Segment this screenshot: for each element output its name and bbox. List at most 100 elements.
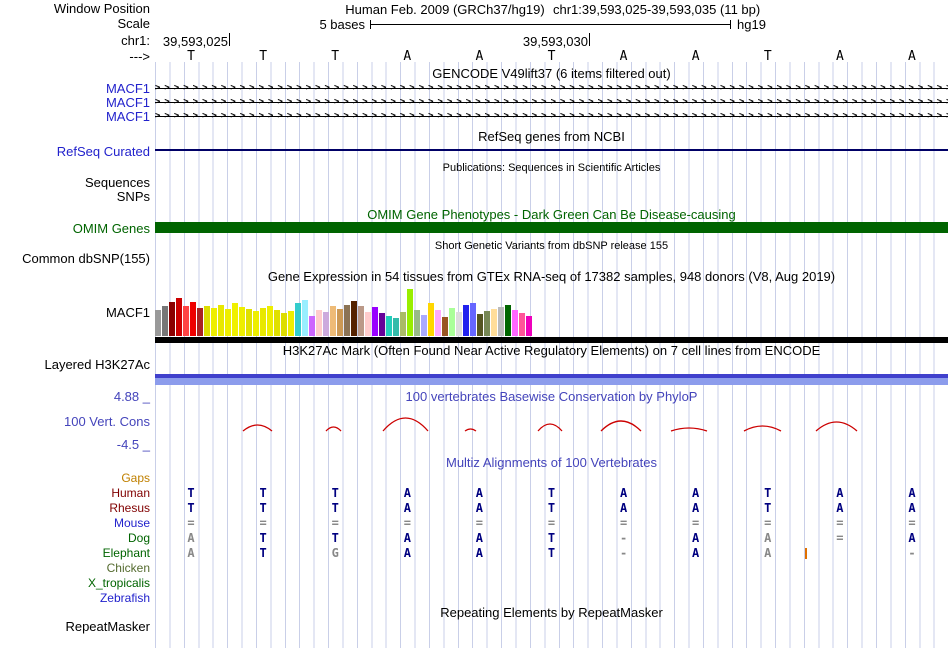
gtex-gene-model-bar[interactable] bbox=[155, 337, 948, 343]
gtex-tissue-bar[interactable] bbox=[218, 305, 224, 336]
species-label-chicken[interactable]: Chicken bbox=[106, 561, 150, 575]
gtex-tissue-bar[interactable] bbox=[197, 308, 203, 336]
gtex-tissue-bar[interactable] bbox=[400, 312, 406, 336]
track-label-h3k27ac[interactable]: Layered H3K27Ac bbox=[44, 357, 150, 372]
track-title-multiz[interactable]: Multiz Alignments of 100 Vertebrates bbox=[445, 455, 657, 470]
species-label-dog[interactable]: Dog bbox=[127, 531, 150, 545]
track-title-omim[interactable]: OMIM Gene Phenotypes - Dark Green Can Be… bbox=[367, 207, 736, 222]
gtex-tissue-bar[interactable] bbox=[519, 313, 525, 336]
gtex-tissue-bar[interactable] bbox=[288, 311, 294, 336]
gene-intron-arrows[interactable]: >>>>>>>>>>>>>>>>>>>>>>>>>>>>>>>>>>>>>>>>… bbox=[155, 96, 948, 109]
gtex-tissue-bar[interactable] bbox=[351, 301, 357, 336]
gtex-tissue-bar[interactable] bbox=[190, 302, 196, 336]
gtex-tissue-bar[interactable] bbox=[512, 310, 518, 336]
gtex-tissue-bar[interactable] bbox=[225, 309, 231, 336]
track-title-repeatmasker[interactable]: Repeating Elements by RepeatMasker bbox=[440, 605, 663, 620]
gtex-tissue-bar[interactable] bbox=[526, 316, 532, 336]
gtex-tissue-bar[interactable] bbox=[302, 300, 308, 336]
gtex-tissue-bar[interactable] bbox=[428, 303, 434, 336]
gene-label-macf1[interactable]: MACF1 bbox=[105, 95, 150, 110]
gtex-tissue-bar[interactable] bbox=[176, 298, 182, 336]
gtex-tissue-bar[interactable] bbox=[246, 309, 252, 336]
track-label-dbsnp[interactable]: Common dbSNP(155) bbox=[22, 251, 150, 266]
track-title-phylop[interactable]: 100 vertebrates Basewise Conservation by… bbox=[405, 389, 698, 404]
gtex-tissue-bar[interactable] bbox=[498, 307, 504, 336]
reference-base: A bbox=[835, 49, 844, 64]
gtex-tissue-bar[interactable] bbox=[204, 306, 210, 336]
gtex-tissue-bar[interactable] bbox=[260, 308, 266, 336]
gtex-tissue-bar[interactable] bbox=[155, 310, 161, 336]
track-label-refseq-curated[interactable]: RefSeq Curated bbox=[56, 144, 150, 159]
species-label-x_tropicalis[interactable]: X_tropicalis bbox=[87, 576, 150, 590]
gtex-tissue-bar[interactable] bbox=[505, 305, 511, 336]
aligned-base: A bbox=[475, 546, 484, 560]
gtex-tissue-bar[interactable] bbox=[267, 306, 273, 336]
gtex-tissue-bar[interactable] bbox=[281, 313, 287, 336]
species-label-elephant[interactable]: Elephant bbox=[102, 546, 150, 560]
gtex-tissue-bar[interactable] bbox=[358, 306, 364, 336]
gene-label-macf1[interactable]: MACF1 bbox=[105, 81, 150, 96]
gtex-tissue-bar[interactable] bbox=[386, 316, 392, 336]
gtex-tissue-bar[interactable] bbox=[232, 303, 238, 336]
track-title-dbsnp[interactable]: Short Genetic Variants from dbSNP releas… bbox=[434, 240, 669, 252]
gtex-tissue-bar[interactable] bbox=[330, 306, 336, 336]
gtex-tissue-bar[interactable] bbox=[421, 315, 427, 336]
gtex-tissue-bar[interactable] bbox=[449, 308, 455, 336]
gtex-tissue-bar[interactable] bbox=[323, 312, 329, 336]
track-title-h3k27ac[interactable]: H3K27Ac Mark (Often Found Near Active Re… bbox=[282, 343, 821, 358]
gtex-tissue-bar[interactable] bbox=[365, 312, 371, 336]
gene-intron-arrows[interactable]: >>>>>>>>>>>>>>>>>>>>>>>>>>>>>>>>>>>>>>>>… bbox=[155, 110, 948, 123]
gtex-tissue-bar[interactable] bbox=[463, 305, 469, 336]
guideline-grid bbox=[155, 62, 948, 648]
gtex-tissue-bar[interactable] bbox=[253, 311, 259, 336]
gtex-tissue-bar[interactable] bbox=[162, 306, 168, 336]
aligned-base: A bbox=[764, 546, 772, 560]
gtex-tissue-bar[interactable] bbox=[379, 313, 385, 336]
species-label-gaps[interactable]: Gaps bbox=[121, 471, 150, 485]
gtex-expression-barchart[interactable] bbox=[155, 288, 555, 336]
track-title-gtex[interactable]: Gene Expression in 54 tissues from GTEx … bbox=[267, 269, 836, 284]
gtex-gene-label[interactable]: MACF1 bbox=[105, 305, 150, 320]
refseq-gene-line[interactable] bbox=[155, 149, 948, 151]
gtex-tissue-bar[interactable] bbox=[337, 309, 343, 336]
gtex-tissue-bar[interactable] bbox=[456, 312, 462, 336]
species-label-zebrafish[interactable]: Zebrafish bbox=[99, 591, 150, 605]
species-label-human[interactable]: Human bbox=[111, 486, 150, 500]
gtex-tissue-bar[interactable] bbox=[491, 309, 497, 336]
gtex-tissue-bar[interactable] bbox=[393, 318, 399, 336]
track-label-repeatmasker[interactable]: RepeatMasker bbox=[65, 619, 150, 634]
omim-gene-bar[interactable] bbox=[155, 222, 948, 233]
track-title-refseq[interactable]: RefSeq genes from NCBI bbox=[478, 129, 625, 144]
track-label-cons[interactable]: 100 Vert. Cons bbox=[64, 414, 150, 429]
track-title-gencode[interactable]: GENCODE V49lift37 (6 items filtered out) bbox=[432, 66, 671, 81]
gene-label-macf1[interactable]: MACF1 bbox=[105, 109, 150, 124]
gtex-tissue-bar[interactable] bbox=[470, 303, 476, 336]
conservation-peak bbox=[815, 421, 858, 432]
gtex-tissue-bar[interactable] bbox=[435, 310, 441, 336]
gtex-tissue-bar[interactable] bbox=[211, 308, 217, 336]
species-label-mouse[interactable]: Mouse bbox=[113, 516, 150, 530]
conservation-peak bbox=[537, 423, 563, 432]
gtex-tissue-bar[interactable] bbox=[344, 305, 350, 336]
track-title-publications[interactable]: Publications: Sequences in Scientific Ar… bbox=[442, 162, 661, 174]
gtex-tissue-bar[interactable] bbox=[316, 310, 322, 336]
h3k27ac-signal-dark[interactable] bbox=[155, 374, 948, 378]
gtex-tissue-bar[interactable] bbox=[442, 317, 448, 336]
gtex-tissue-bar[interactable] bbox=[414, 310, 420, 336]
gtex-tissue-bar[interactable] bbox=[372, 307, 378, 336]
track-label-omim-genes[interactable]: OMIM Genes bbox=[72, 221, 150, 236]
gtex-tissue-bar[interactable] bbox=[407, 289, 413, 336]
gtex-tissue-bar[interactable] bbox=[274, 310, 280, 336]
h3k27ac-signal-light[interactable] bbox=[155, 378, 948, 385]
gtex-tissue-bar[interactable] bbox=[295, 303, 301, 336]
gtex-tissue-bar[interactable] bbox=[239, 307, 245, 336]
gene-intron-arrows[interactable]: >>>>>>>>>>>>>>>>>>>>>>>>>>>>>>>>>>>>>>>>… bbox=[155, 82, 948, 95]
gtex-tissue-bar[interactable] bbox=[183, 306, 189, 336]
gtex-tissue-bar[interactable] bbox=[484, 311, 490, 336]
species-label-rhesus[interactable]: Rhesus bbox=[109, 501, 150, 515]
track-label-snps[interactable]: SNPs bbox=[116, 189, 150, 204]
gtex-tissue-bar[interactable] bbox=[169, 302, 175, 336]
gtex-tissue-bar[interactable] bbox=[477, 314, 483, 336]
gtex-tissue-bar[interactable] bbox=[309, 316, 315, 336]
track-label-sequences[interactable]: Sequences bbox=[84, 175, 150, 190]
